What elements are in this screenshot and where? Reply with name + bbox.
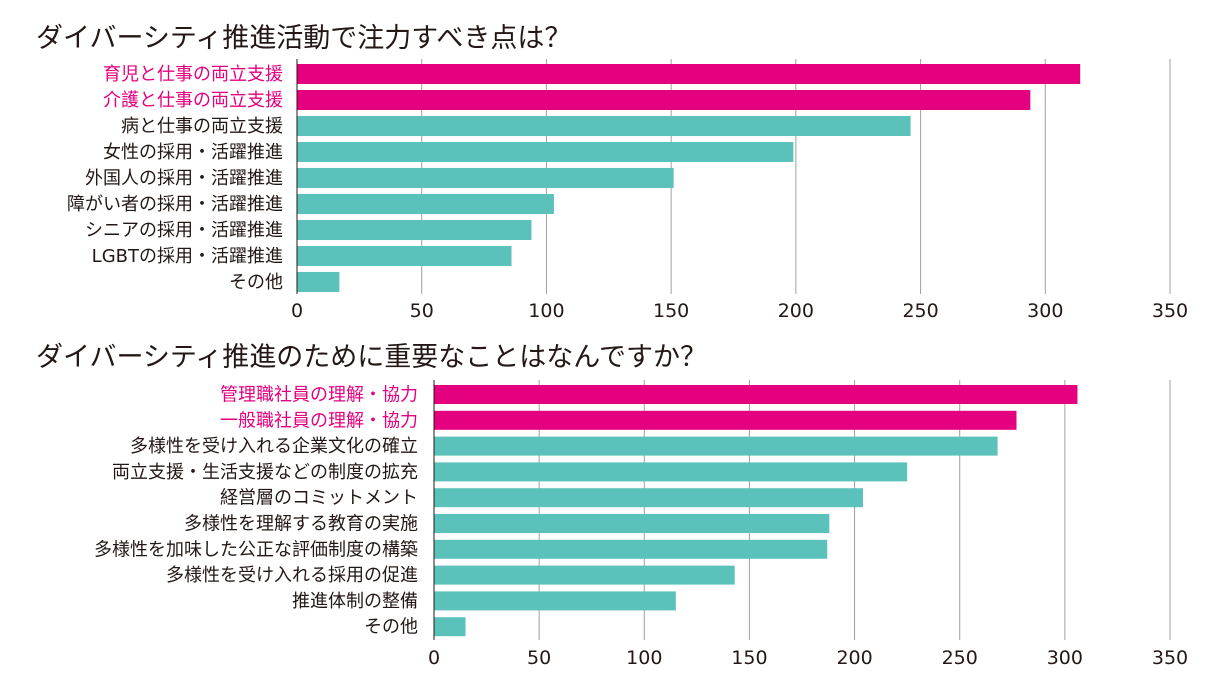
bar (297, 194, 554, 214)
category-label: 多様性を受け入れる企業文化の確立 (130, 436, 418, 457)
bar (297, 220, 532, 240)
bar (297, 168, 674, 188)
x-tick-label: 250 (902, 300, 938, 322)
bar (297, 90, 1031, 110)
category-label: 障がい者の採用・活躍推進 (67, 194, 283, 215)
category-label: その他 (229, 272, 283, 293)
x-tick-label: 350 (1152, 647, 1188, 669)
category-label: 多様性を理解する教育の実施 (184, 514, 418, 535)
bar (434, 565, 735, 585)
category-label: 推進体制の整備 (292, 591, 418, 612)
category-label: 育児と仕事の両立支援 (103, 64, 283, 85)
x-tick-label: 0 (428, 647, 440, 669)
bar (434, 436, 998, 456)
bar (297, 272, 340, 292)
bar (434, 514, 830, 533)
x-tick-label: 50 (527, 647, 551, 669)
bar (434, 462, 908, 482)
category-label: 女性の採用・活躍推進 (103, 142, 283, 163)
x-tick-label: 100 (626, 647, 662, 669)
x-tick-label: 150 (731, 647, 767, 669)
x-tick-label: 200 (778, 300, 814, 322)
bar (434, 539, 828, 559)
category-label: 外国人の採用・活躍推進 (85, 168, 283, 189)
category-label: 介護と仕事の両立支援 (103, 90, 283, 111)
bar (297, 246, 512, 266)
bar (434, 385, 1078, 404)
chart-title: ダイバーシティ推進のために重要なことはなんですか？ (36, 342, 707, 373)
x-tick-label: 200 (836, 647, 872, 669)
category-label: 多様性を受け入れる採用の促進 (166, 565, 418, 586)
x-tick-label: 350 (1152, 300, 1188, 322)
x-tick-label: 150 (653, 300, 689, 322)
bar (434, 488, 863, 508)
category-label: 経営層のコミットメント (220, 488, 418, 509)
bar (434, 410, 1017, 430)
x-tick-label: 100 (528, 300, 564, 322)
bar (297, 142, 794, 162)
chart-1: ダイバーシティ推進活動で注力すべき点は？ 0 50 100 150 200 250 300 35… (36, 23, 1188, 322)
category-label: その他 (364, 617, 418, 638)
category-label: 管理職社員の理解・協力 (220, 385, 418, 406)
bar (297, 64, 1081, 84)
chart-2: ダイバーシティ推進のために重要なことはなんですか？ 0 50 100 150 200 250… (36, 342, 1188, 669)
bar (297, 116, 911, 136)
bar (434, 617, 466, 637)
category-label: 両立支援・生活支援などの制度の拡充 (112, 462, 418, 483)
category-label: 病と仕事の両立支援 (121, 116, 283, 137)
bar (434, 591, 676, 611)
category-label: 多様性を加味した公正な評価制度の構築 (94, 539, 418, 560)
x-tick-label: 0 (291, 300, 303, 322)
x-tick-label: 250 (942, 647, 978, 669)
x-tick-label: 50 (410, 300, 434, 322)
category-label: LGBTの採用・活躍推進 (92, 246, 283, 267)
category-label: 一般職社員の理解・協力 (220, 410, 418, 431)
x-tick-label: 300 (1047, 647, 1083, 669)
chart-title: ダイバーシティ推進活動で注力すべき点は？ (36, 23, 571, 54)
category-label: シニアの採用・活躍推進 (85, 220, 283, 241)
x-tick-label: 300 (1027, 300, 1063, 322)
